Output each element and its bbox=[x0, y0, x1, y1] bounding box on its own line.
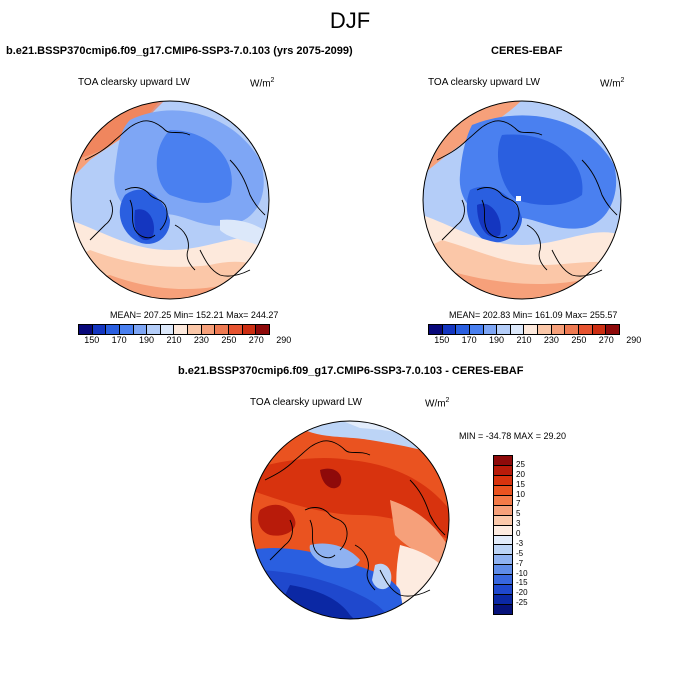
colorbar-tick-label: -10 bbox=[516, 568, 528, 578]
colorbar-tick-label: 5 bbox=[516, 509, 521, 519]
colorbar-swatch bbox=[242, 325, 257, 334]
colorbar-tick-label: 210 bbox=[516, 335, 532, 345]
colorbar-swatch bbox=[494, 525, 512, 536]
colorbar-swatch bbox=[494, 505, 512, 516]
colorbar-tick-label: 230 bbox=[543, 335, 559, 345]
colorbar-swatch bbox=[494, 535, 512, 546]
colorbar-tick-label: -20 bbox=[516, 588, 528, 598]
colorbar-swatch bbox=[494, 605, 512, 614]
unit-label-model: W/m2 bbox=[250, 77, 275, 90]
stats-diff: MIN = -34.78 MAX = 29.20 bbox=[459, 431, 567, 441]
figure-title: DJF bbox=[329, 8, 371, 33]
colorbar-tick-label: 290 bbox=[276, 335, 292, 345]
colorbar-swatch bbox=[494, 595, 512, 606]
colorbar-tick-label: 190 bbox=[139, 335, 155, 345]
colorbar-obs: 150 170 190 210 230 250 270 290 bbox=[428, 324, 641, 345]
colorbar-swatch bbox=[494, 555, 512, 566]
colorbar-swatch bbox=[429, 325, 443, 334]
colorbar-swatch bbox=[494, 575, 512, 586]
colorbar-tick-label: 170 bbox=[461, 335, 477, 345]
colorbar-swatch bbox=[510, 325, 525, 334]
colorbar-swatch bbox=[494, 485, 512, 496]
colorbar-tick-label: 290 bbox=[626, 335, 642, 345]
colorbar-swatch bbox=[215, 325, 230, 334]
colorbar-swatch bbox=[160, 325, 175, 334]
colorbar-swatch bbox=[524, 325, 539, 334]
colorbar-swatch bbox=[229, 325, 243, 334]
colorbar-swatch bbox=[201, 325, 216, 334]
unit-label-obs: W/m2 bbox=[600, 77, 625, 90]
colorbar-swatch bbox=[119, 325, 134, 334]
map-diff bbox=[250, 420, 450, 620]
colorbar-swatch bbox=[494, 475, 512, 486]
colorbar-tick-label: 210 bbox=[166, 335, 182, 345]
colorbar-swatch bbox=[494, 545, 512, 556]
colorbar-tick-label: 150 bbox=[84, 335, 100, 345]
colorbar-swatch bbox=[494, 515, 512, 526]
variable-label-obs: TOA clearsky upward LW bbox=[428, 77, 540, 88]
colorbar-swatch bbox=[483, 325, 498, 334]
colorbar-tick-label: 15 bbox=[516, 479, 525, 489]
map-obs bbox=[422, 100, 622, 300]
colorbar-tick-label: 25 bbox=[516, 459, 525, 469]
colorbar-swatch bbox=[565, 325, 580, 334]
colorbar-tick-label: 7 bbox=[516, 499, 521, 509]
colorbar-swatch bbox=[538, 325, 552, 334]
colorbar-tick-label: 270 bbox=[598, 335, 614, 345]
colorbar-swatch bbox=[442, 325, 457, 334]
colorbar-tick-label: 3 bbox=[516, 519, 521, 529]
colorbar-tick-label: 190 bbox=[489, 335, 505, 345]
colorbar-swatch bbox=[494, 565, 512, 576]
colorbar-swatch bbox=[592, 325, 607, 334]
colorbar-tick-label: 270 bbox=[248, 335, 264, 345]
colorbar-tick-label: -5 bbox=[516, 548, 524, 558]
variable-label-model: TOA clearsky upward LW bbox=[78, 77, 190, 88]
panel-title-obs: CERES-EBAF bbox=[491, 45, 563, 57]
colorbar-tick-label: 250 bbox=[571, 335, 587, 345]
colorbar-model: 150 170 190 210 230 250 270 290 bbox=[78, 324, 291, 345]
colorbar-swatch bbox=[133, 325, 148, 334]
colorbar-tick-labels: 150 170 190 210 230 250 270 290 bbox=[78, 335, 291, 345]
stats-model: MEAN= 207.25 Min= 152.21 Max= 244.27 bbox=[110, 310, 279, 320]
colorbar-swatch bbox=[147, 325, 161, 334]
colorbar-tick-label: 20 bbox=[516, 469, 525, 479]
colorbar-swatch bbox=[579, 325, 593, 334]
variable-label-diff: TOA clearsky upward LW bbox=[250, 397, 362, 408]
map-model bbox=[70, 100, 270, 300]
colorbar-swatch bbox=[256, 325, 269, 334]
colorbar-tick-label: -3 bbox=[516, 538, 524, 548]
colorbar-tick-label: 250 bbox=[221, 335, 237, 345]
stats-obs: MEAN= 202.83 Min= 161.09 Max= 255.57 bbox=[449, 310, 618, 320]
colorbar-tick-label: 150 bbox=[434, 335, 450, 345]
panel-title-model: b.e21.BSSP370cmip6.f09_g17.CMIP6-SSP3-7.… bbox=[6, 45, 353, 57]
colorbar-swatch bbox=[92, 325, 107, 334]
colorbar-tick-label: -15 bbox=[516, 578, 528, 588]
colorbar-diff bbox=[493, 455, 513, 615]
colorbar-swatch bbox=[456, 325, 470, 334]
unit-label-diff: W/m2 bbox=[425, 397, 450, 410]
colorbar-swatches bbox=[428, 324, 620, 335]
colorbar-swatch bbox=[79, 325, 93, 334]
colorbar-tick-label: -25 bbox=[516, 598, 528, 608]
colorbar-swatch bbox=[494, 465, 512, 476]
colorbar-swatch bbox=[106, 325, 120, 334]
colorbar-tick-label: 230 bbox=[193, 335, 209, 345]
colorbar-tick-label: 10 bbox=[516, 489, 525, 499]
colorbar-tick-label: 170 bbox=[111, 335, 127, 345]
colorbar-swatch bbox=[174, 325, 189, 334]
colorbar-swatch bbox=[188, 325, 202, 334]
panel-title-diff: b.e21.BSSP370cmip6.f09_g17.CMIP6-SSP3-7.… bbox=[178, 365, 524, 377]
colorbar-swatch bbox=[551, 325, 566, 334]
colorbar-swatch bbox=[606, 325, 619, 334]
colorbar-swatch bbox=[497, 325, 511, 334]
colorbar-swatches bbox=[78, 324, 270, 335]
colorbar-tick-label: -7 bbox=[516, 558, 524, 568]
colorbar-swatch bbox=[494, 456, 512, 466]
colorbar-tick-label: 0 bbox=[516, 529, 521, 538]
colorbar-swatch bbox=[469, 325, 484, 334]
colorbar-tick-labels: 150 170 190 210 230 250 270 290 bbox=[428, 335, 641, 345]
colorbar-swatch bbox=[494, 495, 512, 506]
colorbar-swatch bbox=[494, 585, 512, 596]
